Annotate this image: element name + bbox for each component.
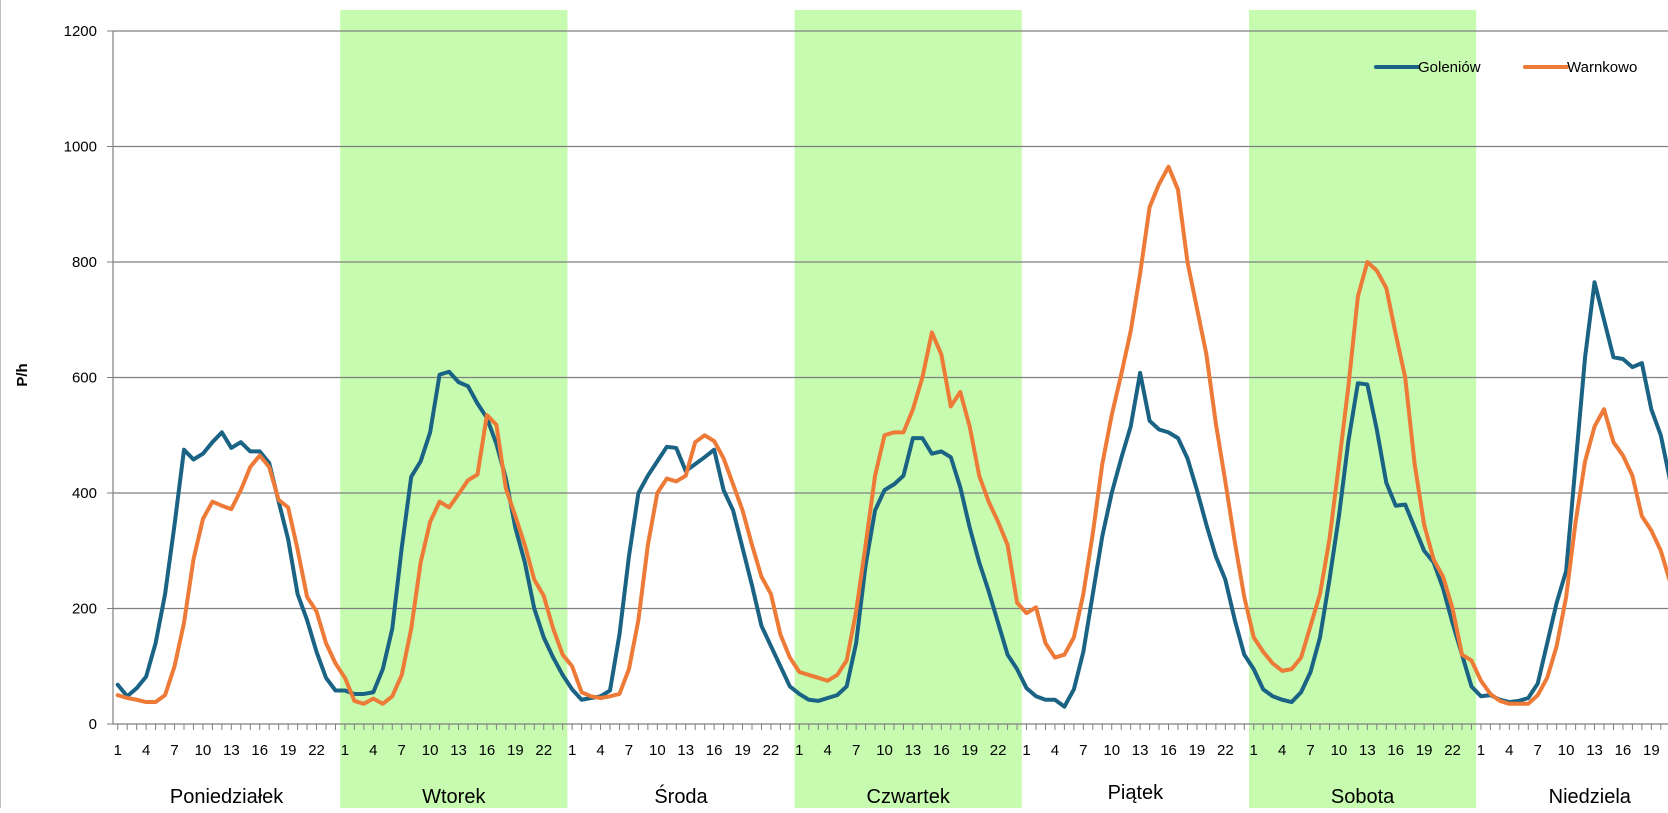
x-tick-label: 1 [1250, 742, 1258, 759]
x-tick-label: 4 [369, 742, 377, 759]
x-tick-label: 10 [422, 742, 439, 759]
x-tick-label: 10 [876, 742, 893, 759]
legend-label: Goleniów [1418, 59, 1481, 76]
x-tick-label: 1 [1477, 742, 1485, 759]
x-tick-label: 22 [1217, 742, 1234, 759]
x-tick-label: 1 [568, 742, 576, 759]
x-tick-label: 7 [1079, 742, 1087, 759]
y-tick-label: 1000 [64, 139, 97, 156]
x-tick-label: 22 [990, 742, 1007, 759]
x-tick-label: 4 [1051, 742, 1059, 759]
y-tick-label: 1200 [64, 23, 97, 40]
x-tick-label: 1 [114, 742, 122, 759]
x-tick-label: 4 [824, 742, 832, 759]
x-tick-label: 10 [1103, 742, 1120, 759]
x-tick-label: 7 [852, 742, 860, 759]
day-label: Niedziela [1549, 786, 1632, 808]
x-tick-label: 13 [1359, 742, 1376, 759]
x-tick-label: 19 [1416, 742, 1433, 759]
x-tick-label: 4 [1505, 742, 1513, 759]
x-tick-label: 13 [677, 742, 694, 759]
x-tick-label: 16 [933, 742, 950, 759]
x-tick-label: 16 [1615, 742, 1632, 759]
y-tick-label: 600 [72, 370, 97, 387]
y-axis-title: P/h [14, 363, 31, 386]
x-tick-label: 4 [596, 742, 604, 759]
x-tick-label: 7 [170, 742, 178, 759]
x-tick-label: 10 [1331, 742, 1348, 759]
legend-label: Warnkowo [1567, 59, 1637, 76]
x-tick-label: 16 [1160, 742, 1177, 759]
x-tick-label: 10 [1558, 742, 1575, 759]
y-tick-label: 400 [72, 485, 97, 502]
x-tick-label: 4 [142, 742, 150, 759]
day-label: Sobota [1331, 786, 1395, 808]
x-tick-label: 19 [734, 742, 751, 759]
x-tick-label: 7 [1306, 742, 1314, 759]
day-label: Poniedziałek [170, 786, 284, 808]
x-tick-label: 13 [223, 742, 240, 759]
x-tick-label: 10 [649, 742, 666, 759]
x-tick-label: 1 [795, 742, 803, 759]
x-tick-label: 13 [905, 742, 922, 759]
x-tick-label: 16 [479, 742, 496, 759]
x-tick-label: 13 [1132, 742, 1149, 759]
x-tick-label: 16 [251, 742, 268, 759]
shaded-day-bands [340, 10, 1476, 808]
x-tick-label: 22 [1444, 742, 1461, 759]
x-tick-label: 7 [625, 742, 633, 759]
x-tick-label: 19 [507, 742, 524, 759]
x-tick-label: 22 [763, 742, 780, 759]
x-tick-label: 19 [280, 742, 297, 759]
day-label: Środa [654, 784, 708, 808]
day-label: Czwartek [867, 786, 951, 808]
shaded-band-5 [1249, 10, 1476, 808]
x-tick-label: 19 [1643, 742, 1660, 759]
x-tick-label: 16 [1387, 742, 1404, 759]
y-tick-label: 200 [72, 601, 97, 618]
y-tick-label: 0 [89, 716, 97, 733]
x-tick-label: 22 [535, 742, 552, 759]
x-tick-label: 7 [398, 742, 406, 759]
x-tick-label: 1 [1022, 742, 1030, 759]
shaded-band-3 [795, 10, 1022, 808]
x-tick-label: 7 [1534, 742, 1542, 759]
x-tick-label: 22 [308, 742, 325, 759]
x-tick-label: 10 [195, 742, 212, 759]
x-tick-label: 19 [961, 742, 978, 759]
day-label: Piątek [1108, 782, 1165, 804]
y-tick-label: 800 [72, 254, 97, 271]
x-tick-label: 19 [1189, 742, 1206, 759]
x-tick-label: 1 [341, 742, 349, 759]
day-label: Wtorek [422, 786, 486, 808]
x-tick-label: 4 [1278, 742, 1286, 759]
x-tick-label: 13 [1586, 742, 1603, 759]
x-tick-label: 13 [450, 742, 467, 759]
x-tick-label: 16 [706, 742, 723, 759]
